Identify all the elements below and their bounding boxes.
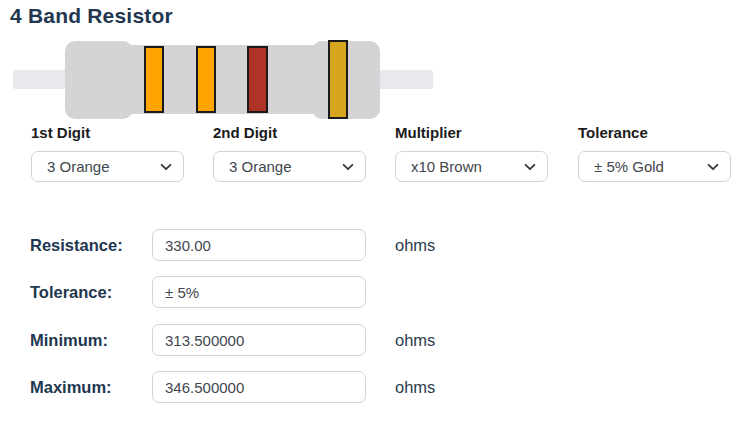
field-first-digit: 1st Digit 3 Orange [31, 125, 184, 141]
tolerance-select[interactable]: ± 5% Gold [578, 151, 731, 182]
result-row-tolerance: Tolerance: [30, 276, 730, 308]
resistance-input[interactable] [152, 229, 366, 261]
tolerance-result-label: Tolerance: [30, 276, 112, 308]
resistor-calculator-page: 4 Band Resistor 1st Digit 3 Orange 2nd D… [0, 0, 744, 423]
first-digit-select[interactable]: 3 Orange [31, 151, 184, 182]
resistance-unit-label: ohms [395, 229, 435, 261]
second-digit-band [196, 46, 216, 113]
multiplier-band [247, 46, 268, 113]
result-row-maximum: Maximum: ohms [30, 371, 730, 403]
maximum-input[interactable] [152, 371, 366, 403]
field-tolerance: Tolerance ± 5% Gold [578, 125, 731, 141]
tolerance-band [328, 40, 348, 119]
minimum-unit-label: ohms [395, 324, 435, 356]
field-multiplier: Multiplier x10 Brown [395, 125, 548, 141]
resistor-body-left-cap [65, 41, 133, 119]
multiplier-label: Multiplier [395, 125, 548, 141]
resistor-body-middle [110, 45, 325, 114]
tolerance-input[interactable] [152, 276, 366, 308]
second-digit-select[interactable]: 3 Orange [213, 151, 366, 182]
field-second-digit: 2nd Digit 3 Orange [213, 125, 366, 141]
resistance-label: Resistance: [30, 229, 123, 261]
maximum-unit-label: ohms [395, 371, 435, 403]
resistor-illustration [0, 0, 744, 130]
multiplier-select[interactable]: x10 Brown [395, 151, 548, 182]
tolerance-label: Tolerance [578, 125, 731, 141]
first-digit-band [144, 46, 164, 113]
first-digit-label: 1st Digit [31, 125, 184, 141]
minimum-input[interactable] [152, 324, 366, 356]
result-row-resistance: Resistance: ohms [30, 229, 730, 261]
second-digit-label: 2nd Digit [213, 125, 366, 141]
minimum-label: Minimum: [30, 324, 108, 356]
result-row-minimum: Minimum: ohms [30, 324, 730, 356]
maximum-label: Maximum: [30, 371, 112, 403]
